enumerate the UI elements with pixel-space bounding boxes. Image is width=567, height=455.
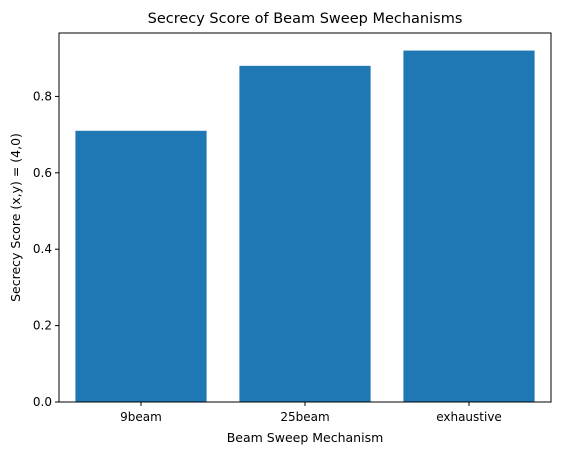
plot-frame <box>58 32 552 403</box>
bars-group <box>75 50 535 403</box>
y-tick-label-1: 0.2 <box>33 319 52 333</box>
chart-title: Secrecy Score of Beam Sweep Mechanisms <box>148 11 463 27</box>
bar-25beam <box>239 65 371 403</box>
y-tick-label-0: 0.0 <box>33 395 52 409</box>
bar-9beam <box>75 130 207 402</box>
y-tick-label-4: 0.8 <box>33 89 52 103</box>
x-axis-ticks: 9beam 25beam exhaustive <box>120 402 502 424</box>
y-axis-ticks: 0.0 0.2 0.4 0.6 0.8 <box>33 89 59 409</box>
y-axis-label: Secrecy Score (x,y) = (4,0) <box>8 133 23 302</box>
x-tick-label-exhaustive: exhaustive <box>436 410 502 424</box>
x-tick-label-9beam: 9beam <box>120 410 162 424</box>
y-tick-label-2: 0.4 <box>33 242 52 256</box>
x-axis-label: Beam Sweep Mechanism <box>227 430 384 445</box>
bar-exhaustive <box>403 50 535 402</box>
y-tick-label-3: 0.6 <box>33 166 52 180</box>
x-tick-label-25beam: 25beam <box>280 410 329 424</box>
